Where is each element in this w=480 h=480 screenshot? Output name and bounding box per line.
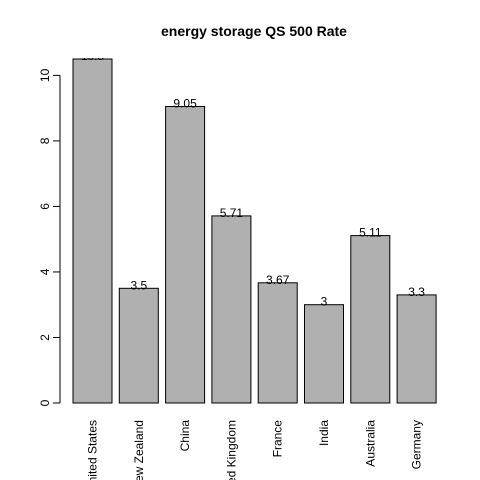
bar <box>211 215 252 404</box>
data-label: 10.5 <box>81 49 105 63</box>
x-category-label: United States <box>86 420 100 480</box>
x-category-label: China <box>178 420 192 452</box>
chart-title: energy storage QS 500 Rate <box>161 23 347 39</box>
y-tick-label: 0 <box>38 399 52 406</box>
data-label: 3.67 <box>266 273 290 287</box>
bar <box>118 287 159 404</box>
data-label: 3 <box>321 295 328 309</box>
x-category-label: New Zealand <box>132 420 146 480</box>
x-category-label: India <box>317 420 331 446</box>
y-axis: 0 2 4 6 8 10 <box>38 68 61 406</box>
bar <box>396 294 437 404</box>
y-tick-label: 10 <box>38 68 52 82</box>
data-label: 5.71 <box>220 206 244 220</box>
bars: 10.5 3.5 9.05 5.71 3.67 3 5.11 3.3 <box>72 49 437 404</box>
bar <box>72 58 113 404</box>
bar <box>257 282 298 404</box>
data-label: 9.05 <box>173 97 197 111</box>
y-tick-label: 4 <box>38 268 52 275</box>
x-category-label: Australia <box>363 420 377 467</box>
y-tick-label: 6 <box>38 203 52 210</box>
bar <box>165 106 206 404</box>
data-label: 3.5 <box>130 278 147 292</box>
category-labels: United States New Zealand China United King… <box>86 420 424 480</box>
bar <box>304 304 344 404</box>
x-category-label: Germany <box>410 420 424 469</box>
y-tick-label: 2 <box>38 334 52 341</box>
y-tick-label: 8 <box>38 137 52 144</box>
data-label: 3.3 <box>408 285 425 299</box>
x-category-label: United Kingdom <box>224 420 238 480</box>
x-category-label: France <box>271 420 285 458</box>
bar <box>350 235 391 404</box>
data-label: 5.11 <box>359 226 382 240</box>
